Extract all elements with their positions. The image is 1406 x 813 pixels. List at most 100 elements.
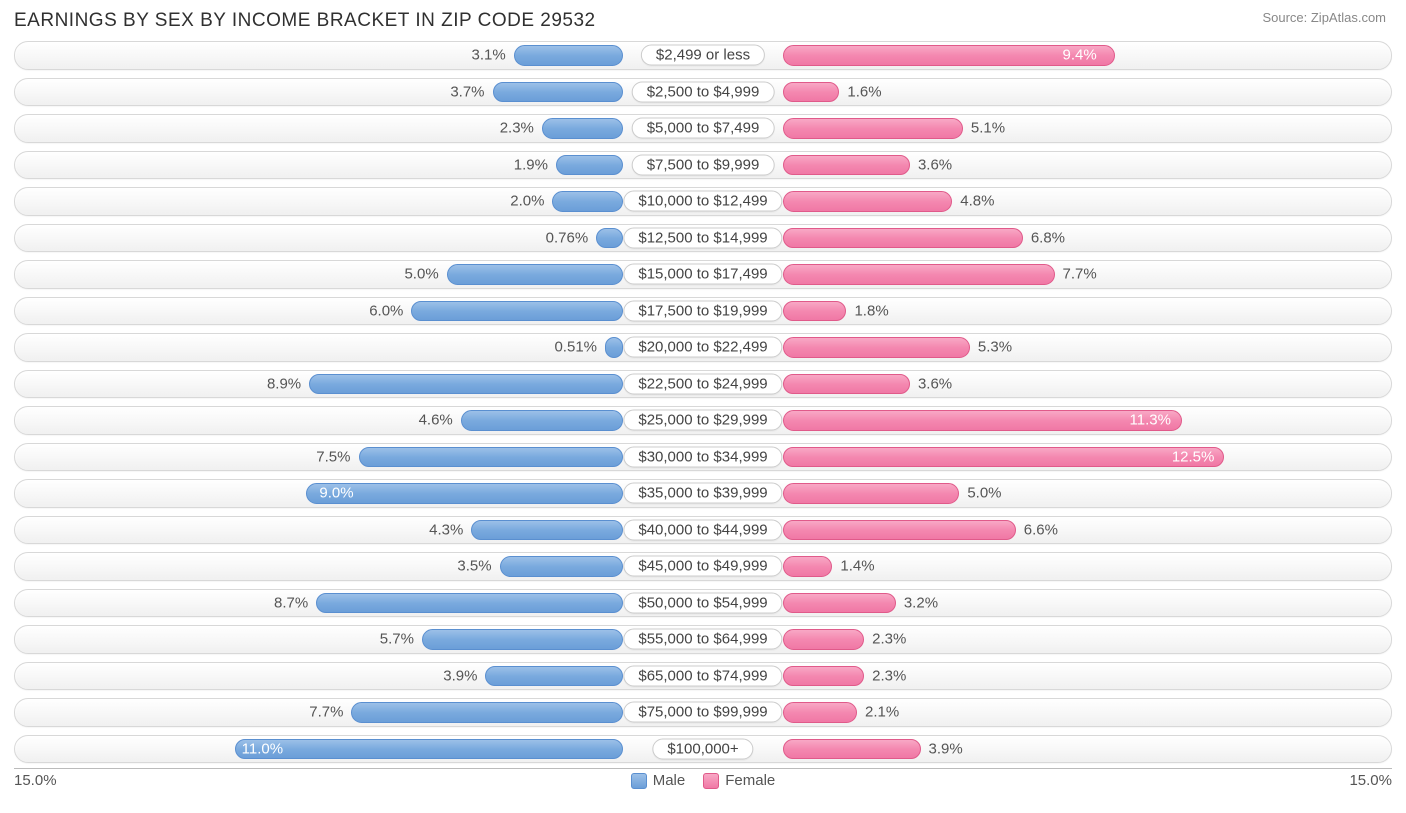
- male-bar: [552, 191, 623, 212]
- female-bar: [783, 739, 921, 760]
- bracket-label: $2,500 to $4,999: [632, 81, 775, 102]
- female-bar: [783, 191, 952, 212]
- chart-row: 11.0%3.9%$100,000+: [14, 732, 1392, 767]
- male-bar: [596, 228, 623, 249]
- female-bar: [783, 447, 1224, 468]
- female-bar: [783, 155, 910, 176]
- female-value: 2.3%: [872, 631, 906, 648]
- chart-row: 6.0%1.8%$17,500 to $19,999: [14, 294, 1392, 329]
- female-value: 3.6%: [918, 156, 952, 173]
- female-bar: [783, 666, 864, 687]
- chart-row: 0.76%6.8%$12,500 to $14,999: [14, 221, 1392, 256]
- female-bar: [783, 410, 1182, 431]
- male-bar: [605, 337, 623, 358]
- female-value: 2.1%: [865, 704, 899, 721]
- male-bar: [309, 374, 623, 395]
- chart-title: EARNINGS BY SEX BY INCOME BRACKET IN ZIP…: [14, 10, 596, 32]
- female-value: 5.0%: [967, 485, 1001, 502]
- bracket-label: $7,500 to $9,999: [632, 154, 775, 175]
- male-value: 0.76%: [546, 229, 589, 246]
- male-bar: [316, 593, 623, 614]
- female-bar: [783, 82, 839, 103]
- male-value: 3.9%: [443, 667, 477, 684]
- female-value: 9.4%: [1063, 47, 1097, 64]
- chart-row: 0.51%5.3%$20,000 to $22,499: [14, 330, 1392, 365]
- bracket-label: $15,000 to $17,499: [623, 264, 782, 285]
- male-bar: [351, 702, 623, 723]
- axis-max-left: 15.0%: [14, 772, 94, 789]
- male-value: 8.9%: [267, 375, 301, 392]
- chart-row: 3.7% 1.6% $2,500 to $4,999: [14, 75, 1392, 110]
- legend-male-label: Male: [653, 772, 686, 789]
- female-value: 12.5%: [1172, 448, 1215, 465]
- male-value: 7.7%: [309, 704, 343, 721]
- female-value: 11.3%: [1130, 412, 1171, 429]
- female-bar: [783, 374, 910, 395]
- male-value: 3.5%: [457, 558, 491, 575]
- male-value: 3.7%: [450, 83, 484, 100]
- male-value: 5.0%: [404, 266, 438, 283]
- bracket-label: $17,500 to $19,999: [623, 300, 782, 321]
- female-value: 1.8%: [854, 302, 888, 319]
- bracket-label: $55,000 to $64,999: [623, 629, 782, 650]
- bracket-label: $50,000 to $54,999: [623, 592, 782, 613]
- female-bar: [783, 702, 857, 723]
- male-value: 1.9%: [514, 156, 548, 173]
- female-bar: [783, 337, 970, 358]
- chart-row: 2.0%4.8%$10,000 to $12,499: [14, 184, 1392, 219]
- chart-row: 7.7%2.1%$75,000 to $99,999: [14, 695, 1392, 730]
- chart-area: 3.1%9.4%$2,499 or less3.7%1.6%$2,500 to …: [0, 38, 1406, 766]
- female-swatch-icon: [703, 773, 719, 789]
- bracket-label: $35,000 to $39,999: [623, 483, 782, 504]
- male-bar: [485, 666, 623, 687]
- chart-footer: 15.0% Male Female 15.0%: [0, 768, 1406, 789]
- bracket-label: $20,000 to $22,499: [623, 337, 782, 358]
- male-value: 7.5%: [316, 448, 350, 465]
- female-value: 6.6%: [1024, 521, 1058, 538]
- male-value: 9.0%: [319, 485, 353, 502]
- female-value: 2.3%: [872, 667, 906, 684]
- male-value: 5.7%: [380, 631, 414, 648]
- chart-row: 8.7%3.2%$50,000 to $54,999: [14, 586, 1392, 621]
- chart-source: Source: ZipAtlas.com: [1262, 10, 1386, 25]
- female-value: 6.8%: [1031, 229, 1065, 246]
- female-bar: [783, 629, 864, 650]
- chart-row: 7.5% 12.5% $30,000 to $34,999: [14, 440, 1392, 475]
- female-bar: [783, 483, 959, 504]
- chart-row: 3.1%9.4%$2,499 or less: [14, 38, 1392, 73]
- chart-row: 5.7% 2.3% $55,000 to $64,999: [14, 622, 1392, 657]
- chart-row: 1.9% 3.6% $7,500 to $9,999: [14, 148, 1392, 183]
- male-value: 11.0%: [242, 740, 283, 757]
- bracket-label: $100,000+: [652, 738, 753, 759]
- chart-header: EARNINGS BY SEX BY INCOME BRACKET IN ZIP…: [0, 0, 1406, 38]
- bracket-label: $5,000 to $7,499: [632, 118, 775, 139]
- female-bar: [783, 118, 963, 139]
- female-value: 5.1%: [971, 120, 1005, 137]
- bracket-label: $25,000 to $29,999: [623, 410, 782, 431]
- female-value: 3.6%: [918, 375, 952, 392]
- female-bar: [783, 228, 1023, 249]
- chart-row: 2.3%5.1%$5,000 to $7,499: [14, 111, 1392, 146]
- male-bar: [422, 629, 623, 650]
- legend-male: Male: [631, 772, 686, 789]
- female-bar: [783, 520, 1016, 541]
- male-bar: [359, 447, 624, 468]
- chart-row: 8.9% 3.6% $22,500 to $24,999: [14, 367, 1392, 402]
- female-value: 7.7%: [1063, 266, 1097, 283]
- legend: Male Female: [631, 772, 776, 789]
- bracket-label: $2,499 or less: [641, 45, 765, 66]
- bracket-label: $10,000 to $12,499: [623, 191, 782, 212]
- female-value: 1.6%: [847, 83, 881, 100]
- female-bar: [783, 593, 896, 614]
- chart-row: 4.3%6.6%$40,000 to $44,999: [14, 513, 1392, 548]
- male-value: 8.7%: [274, 594, 308, 611]
- female-bar: [783, 556, 832, 577]
- chart-row: 3.5%1.4%$45,000 to $49,999: [14, 549, 1392, 584]
- bracket-label: $22,500 to $24,999: [623, 373, 782, 394]
- male-value: 4.6%: [419, 412, 453, 429]
- axis-line: [14, 768, 1392, 769]
- axis-max-right: 15.0%: [1312, 772, 1392, 789]
- bracket-label: $30,000 to $34,999: [623, 446, 782, 467]
- male-swatch-icon: [631, 773, 647, 789]
- male-bar: [493, 82, 623, 103]
